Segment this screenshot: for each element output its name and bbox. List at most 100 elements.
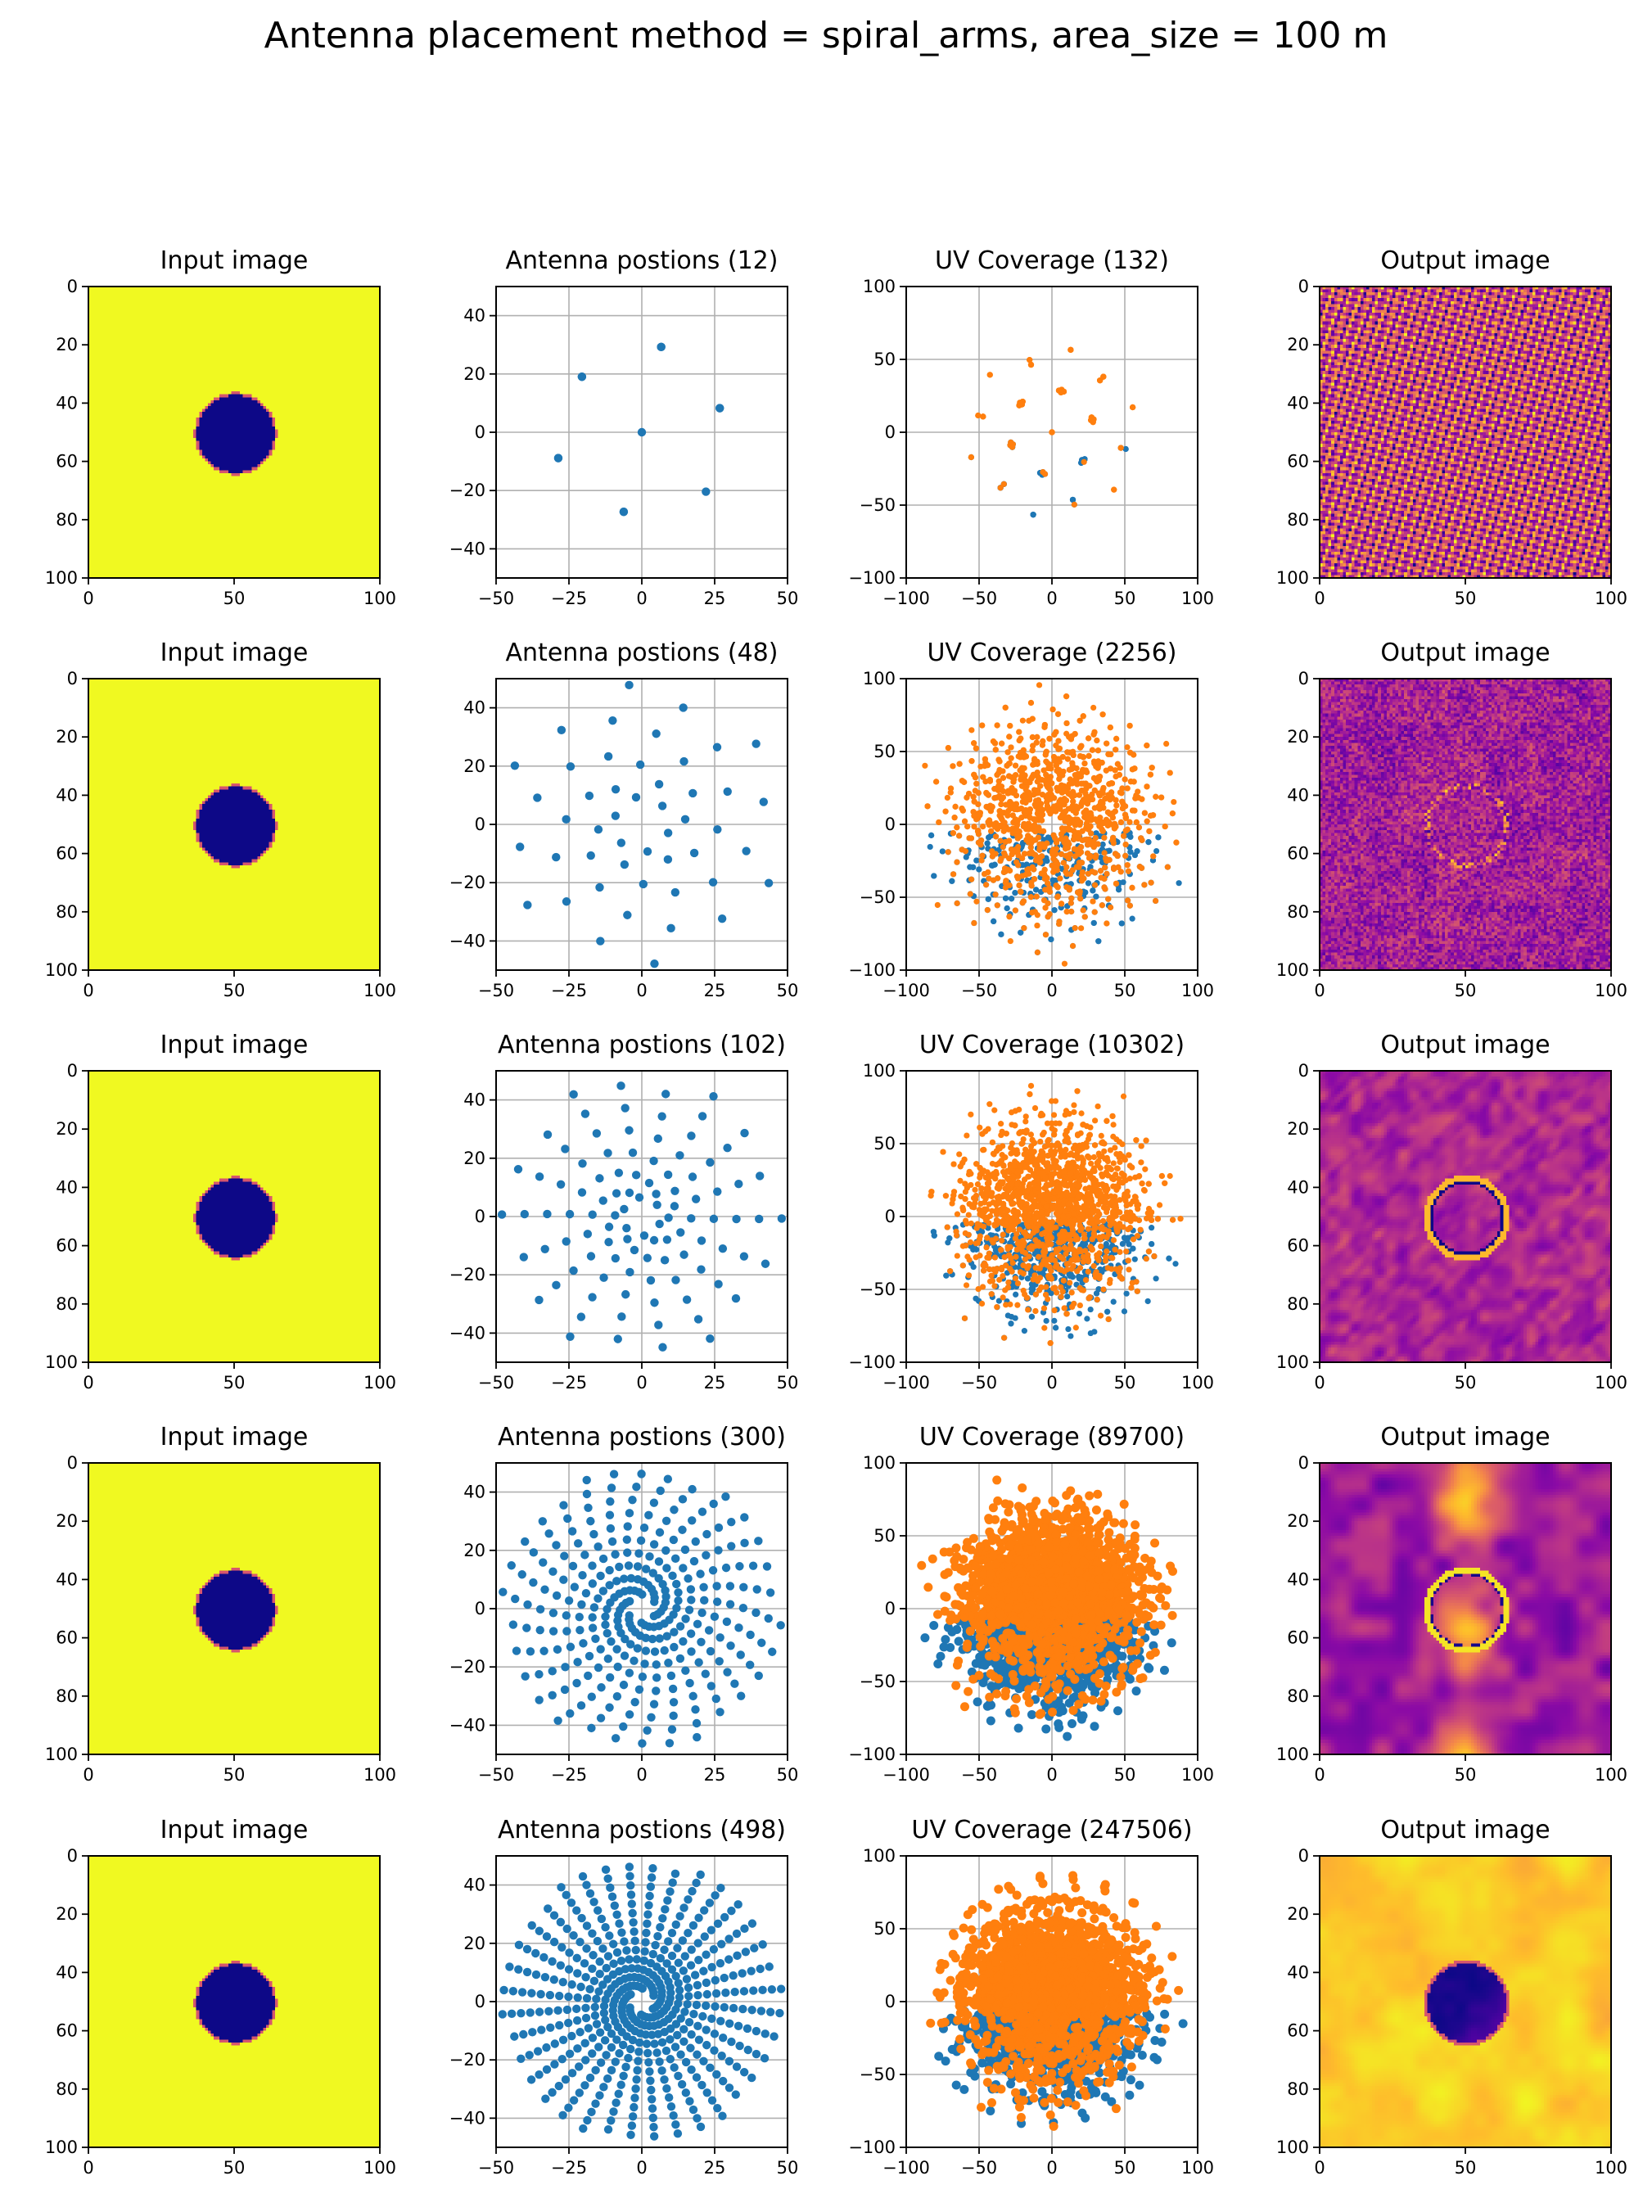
uv-point-orange bbox=[1163, 740, 1170, 747]
antenna-point bbox=[616, 838, 626, 847]
uv-point-orange bbox=[1029, 734, 1036, 741]
uv-point-blue bbox=[995, 1298, 1002, 1304]
uv-point-orange bbox=[1061, 960, 1068, 967]
uv-point-orange bbox=[1086, 752, 1092, 759]
uv-point-orange bbox=[1141, 810, 1148, 816]
uv-point-orange bbox=[1040, 870, 1047, 877]
uv-point-orange bbox=[964, 823, 971, 830]
uv-point-orange bbox=[1006, 914, 1013, 920]
uv-point-orange bbox=[1122, 1157, 1128, 1163]
uv-point-orange bbox=[1013, 772, 1019, 779]
uv-point-orange bbox=[950, 1161, 957, 1167]
antenna-point bbox=[670, 1202, 679, 1211]
antenna-point bbox=[620, 1204, 629, 1214]
uv-point-orange bbox=[1021, 925, 1027, 932]
uv-point-blue bbox=[967, 864, 973, 870]
uv-point-orange bbox=[1083, 836, 1090, 842]
uv-point-orange bbox=[971, 824, 977, 830]
uv-point-orange bbox=[1112, 767, 1118, 774]
uv-point-blue bbox=[1008, 896, 1015, 902]
antenna-point bbox=[670, 887, 680, 897]
antenna-point bbox=[670, 1186, 679, 1195]
antenna-point bbox=[588, 1210, 597, 1219]
uv-point-orange bbox=[1113, 802, 1120, 809]
uv-point-blue bbox=[976, 866, 982, 873]
uv-point-orange bbox=[1045, 760, 1051, 766]
uv-point-orange bbox=[968, 1181, 974, 1189]
uv-point-orange bbox=[1028, 883, 1035, 889]
uv-point-orange bbox=[1032, 851, 1039, 859]
uv-point-orange bbox=[1113, 797, 1119, 803]
uv-point-orange bbox=[1061, 788, 1067, 794]
uv-point-orange bbox=[1119, 1275, 1126, 1282]
uv-point-orange bbox=[961, 818, 968, 824]
uv-point-orange bbox=[1091, 869, 1099, 876]
uv-point-orange bbox=[1117, 1158, 1123, 1166]
antenna-point bbox=[611, 811, 621, 820]
antenna-point bbox=[653, 1134, 662, 1144]
uv-point-orange bbox=[1056, 766, 1063, 774]
x-tick-label: −25 bbox=[551, 1373, 587, 1393]
uv-point-orange bbox=[959, 1243, 966, 1249]
uv-point-orange bbox=[1071, 1102, 1077, 1108]
uv-point-orange bbox=[1149, 812, 1157, 819]
uv-point-blue bbox=[1085, 880, 1092, 887]
y-tick-label: 80 bbox=[1287, 902, 1309, 922]
uv-point-orange bbox=[1003, 1302, 1009, 1308]
uv-point-blue bbox=[1043, 1317, 1049, 1325]
y-tick-label: 100 bbox=[863, 277, 896, 296]
uv-point-orange bbox=[1057, 815, 1064, 821]
uv-point-orange bbox=[1100, 373, 1107, 380]
uv-point-blue bbox=[943, 1272, 950, 1279]
uv-point-orange bbox=[1052, 1120, 1059, 1126]
uv-point-blue bbox=[1166, 1255, 1172, 1262]
uv-point-orange bbox=[970, 793, 977, 800]
uv-point-orange bbox=[977, 1124, 983, 1131]
y-tick-label: 20 bbox=[463, 1149, 485, 1168]
uv-point-orange bbox=[998, 1247, 1004, 1253]
uv-point-blue bbox=[1145, 839, 1152, 846]
uv-point-orange bbox=[1002, 704, 1009, 711]
antenna-point bbox=[580, 1109, 590, 1118]
uv-point-orange bbox=[1061, 1244, 1068, 1251]
y-tick-label: 80 bbox=[56, 1294, 78, 1314]
uv-point-orange bbox=[1030, 743, 1036, 749]
antenna-point bbox=[663, 855, 673, 864]
uv-point-orange bbox=[1021, 851, 1028, 857]
plot-area bbox=[496, 287, 788, 578]
uv-point-blue bbox=[1033, 887, 1040, 893]
antenna-point bbox=[565, 1209, 575, 1219]
uv-point-blue bbox=[1064, 1293, 1071, 1300]
antenna-point bbox=[655, 1219, 664, 1229]
uv-point-orange bbox=[991, 1107, 998, 1113]
antenna-point bbox=[697, 1112, 707, 1121]
x-tick-label: −25 bbox=[551, 981, 587, 1000]
y-tick-label: −40 bbox=[449, 1323, 485, 1343]
uv-point-orange bbox=[1085, 870, 1091, 877]
uv-point-orange bbox=[1076, 1182, 1083, 1189]
antenna-point bbox=[497, 1210, 507, 1219]
uv-point-orange bbox=[1065, 1139, 1072, 1146]
uv-point-orange bbox=[965, 1212, 972, 1218]
uv-point-orange bbox=[1109, 1113, 1116, 1119]
uv-point-blue bbox=[1018, 929, 1024, 936]
uv-point-orange bbox=[1126, 749, 1134, 756]
uv-point-orange bbox=[978, 837, 985, 844]
uv-point-orange bbox=[1023, 826, 1030, 833]
y-tick-label: 0 bbox=[475, 1207, 485, 1226]
uv-point-orange bbox=[1143, 1137, 1149, 1144]
uv-point-blue bbox=[1013, 1291, 1019, 1298]
antenna-point bbox=[714, 1280, 723, 1289]
figure-title: Antenna placement method = spiral_arms, … bbox=[264, 15, 1388, 56]
uv-point-orange bbox=[1169, 1217, 1176, 1223]
uv-point-orange bbox=[991, 786, 998, 792]
uv-point-orange bbox=[1099, 1217, 1107, 1225]
antenna-point bbox=[718, 1244, 728, 1253]
uv-point-orange bbox=[998, 855, 1004, 862]
antenna-point bbox=[697, 1265, 706, 1274]
uv-point-blue bbox=[1004, 905, 1010, 912]
uv-point-orange bbox=[1117, 1248, 1123, 1255]
uv-point-orange bbox=[1022, 779, 1028, 785]
uv-point-orange bbox=[1064, 749, 1071, 756]
